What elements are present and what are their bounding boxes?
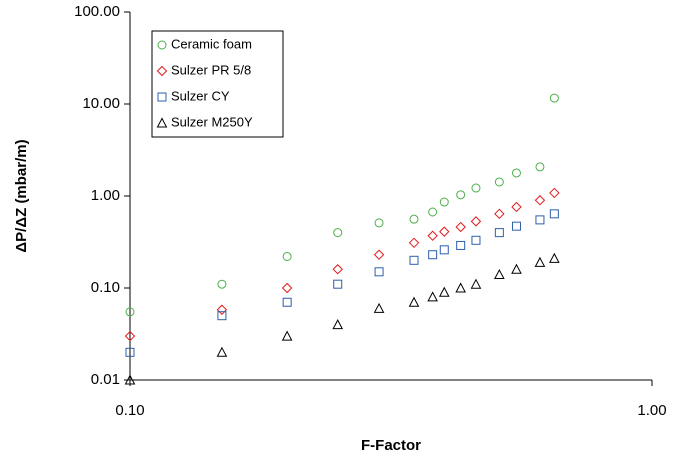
data-point [281, 330, 293, 341]
legend-box [151, 30, 284, 138]
y-tick-label: 1.00 [91, 187, 120, 204]
data-point [511, 201, 522, 213]
data-point [333, 228, 343, 238]
x-axis-label: F-Factor [361, 437, 421, 454]
data-point [409, 214, 419, 224]
data-point [428, 207, 438, 217]
legend-marker [156, 117, 168, 128]
data-point [282, 251, 292, 261]
legend-marker [157, 92, 167, 102]
data-point [471, 183, 481, 193]
data-point [534, 195, 546, 206]
y-tick-label: 0.10 [91, 279, 120, 296]
legend-label: Ceramic foam [171, 36, 252, 51]
data-point [455, 282, 467, 293]
data-point [439, 245, 449, 255]
data-point [549, 252, 560, 263]
data-point [455, 221, 466, 233]
data-point [332, 264, 343, 275]
data-point [456, 240, 466, 250]
legend-label: Sulzer M250Y [171, 114, 253, 129]
data-point [456, 190, 466, 200]
y-axis-label: ΔP/ΔZ (mbar/m) [13, 139, 30, 252]
data-point [494, 228, 504, 238]
data-point [124, 374, 136, 385]
data-point [471, 235, 481, 245]
data-point [470, 278, 482, 289]
data-point [549, 209, 559, 219]
data-point [427, 291, 438, 302]
data-point [549, 187, 560, 199]
data-point [470, 216, 482, 227]
legend-label: Sulzer PR 5/8 [171, 62, 251, 77]
data-point [494, 208, 505, 220]
data-point [281, 282, 293, 294]
data-point [408, 237, 420, 249]
data-point [549, 93, 559, 103]
data-point [216, 346, 228, 357]
data-point [374, 218, 384, 228]
data-point [428, 250, 438, 260]
data-point [494, 177, 504, 187]
x-tick-label: 0.10 [115, 402, 144, 419]
data-point [217, 279, 227, 289]
data-point [333, 279, 343, 289]
data-point [439, 226, 450, 237]
data-point [427, 230, 438, 241]
data-point [511, 221, 521, 231]
x-tick-label: 1.00 [637, 402, 666, 419]
data-point [373, 302, 385, 313]
data-point [439, 197, 449, 207]
data-point [535, 162, 545, 172]
data-point [535, 215, 545, 225]
data-point [409, 255, 419, 265]
legend-label: Sulzer CY [171, 88, 230, 103]
data-point [511, 168, 521, 178]
y-tick-label: 0.01 [91, 371, 120, 388]
data-point [373, 249, 385, 260]
data-point [408, 296, 420, 307]
legend-marker [157, 40, 167, 50]
y-tick-label: 10.00 [82, 95, 120, 112]
data-point [438, 286, 450, 297]
data-point [125, 307, 135, 317]
data-point [494, 268, 505, 280]
data-point [216, 304, 228, 315]
y-tick-label: 100.00 [74, 3, 120, 20]
data-point [534, 256, 546, 267]
data-point [125, 347, 135, 357]
data-point [217, 311, 227, 321]
data-point [124, 330, 136, 342]
legend-marker [156, 65, 168, 77]
data-point [374, 267, 384, 277]
data-point [332, 319, 344, 330]
data-point [282, 297, 292, 307]
data-point [511, 263, 522, 274]
